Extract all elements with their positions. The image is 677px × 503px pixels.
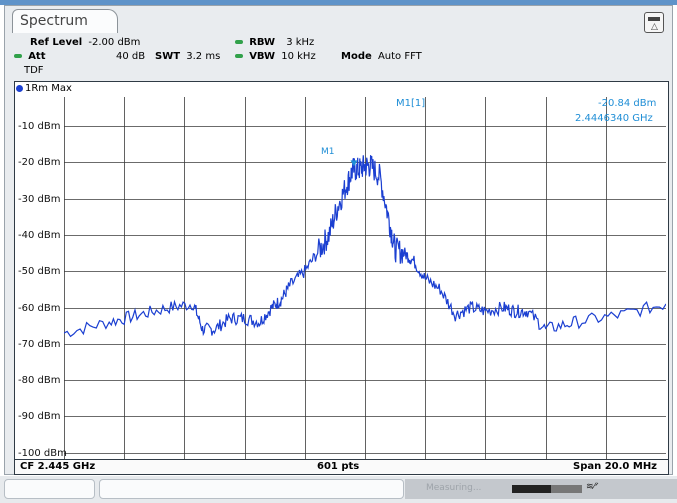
att-row: Att	[14, 51, 46, 63]
center-frequency: CF 2.445 GHz	[20, 461, 96, 472]
y-tick-label: -100 dBm	[18, 447, 67, 459]
mode-label: Mode	[341, 51, 372, 62]
vbw-row: VBW 10 kHz	[235, 51, 316, 63]
y-tick-label: -70 dBm	[18, 338, 61, 350]
marker-level: -20.84 dBm	[598, 98, 657, 109]
tdf-label: TDF	[24, 65, 44, 76]
y-tick-label: -30 dBm	[18, 193, 61, 205]
marker-name: M1[1]	[396, 98, 426, 109]
vbw-label: VBW	[249, 51, 276, 62]
mode-row: Mode Auto FFT	[341, 51, 422, 63]
swt-row: SWT 3.2 ms	[155, 51, 220, 63]
y-tick-label: -50 dBm	[18, 266, 61, 278]
marker-frequency: 2.4446340 GHz	[575, 113, 653, 124]
trace-legend-label: 1Rm Max	[25, 83, 72, 94]
status-field-main[interactable]	[99, 479, 404, 499]
settings-bar-glyph	[648, 17, 660, 21]
frequency-footer: CF 2.445 GHz 601 pts Span 20.0 MHz	[14, 460, 669, 475]
sweep-progress-bar	[512, 485, 582, 493]
trace-color-dot	[16, 84, 23, 92]
grid-lines	[64, 97, 666, 460]
y-tick-label: -40 dBm	[18, 229, 61, 241]
rbw-row: RBW 3 kHz	[235, 37, 314, 49]
window-top-accent	[0, 0, 677, 5]
y-tick-label: -20 dBm	[18, 157, 61, 169]
span-value: Span 20.0 MHz	[573, 461, 658, 472]
att-value: 40 dB	[116, 51, 146, 62]
att-coupled-indicator	[14, 54, 22, 58]
rbw-coupled-indicator	[235, 40, 243, 44]
settings-triangle-glyph: △	[651, 22, 658, 32]
marker-triangle	[350, 160, 358, 167]
progress-fill	[512, 485, 551, 493]
spectrum-activity-icon: ≋⁄ᐟ	[586, 482, 599, 492]
spectrum-plot-area[interactable]	[14, 81, 669, 460]
swt-label: SWT	[155, 51, 181, 62]
vbw-value: 10 kHz	[281, 51, 316, 62]
y-tick-label: -60 dBm	[18, 302, 61, 314]
swt-value: 3.2 ms	[186, 51, 221, 62]
ref-level-value: -2.00 dBm	[88, 37, 141, 48]
vbw-coupled-indicator	[235, 54, 243, 58]
y-tick-label: -10 dBm	[18, 121, 61, 133]
y-tick-label: -90 dBm	[18, 411, 61, 423]
marker-tag: M1	[321, 147, 335, 157]
trace-line	[64, 155, 666, 338]
status-field-left[interactable]	[4, 479, 95, 499]
spectrum-grid	[64, 97, 666, 460]
ref-level-label: Ref Level	[30, 37, 83, 48]
trace-legend: 1Rm Max	[16, 83, 72, 95]
tab-spectrum[interactable]: Spectrum	[12, 9, 118, 33]
mode-value: Auto FFT	[377, 51, 422, 62]
rbw-value: 3 kHz	[286, 37, 315, 48]
rbw-label: RBW	[249, 37, 275, 48]
status-bar: Measuring... ≋⁄ᐟ	[0, 476, 677, 503]
y-tick-label: -80 dBm	[18, 375, 61, 387]
att-label: Att	[28, 51, 46, 62]
sweep-points: 601 pts	[317, 461, 360, 472]
display-settings-icon[interactable]: △	[644, 12, 664, 33]
status-message: Measuring...	[426, 483, 482, 493]
ref-level-row: Ref Level -2.00 dBm	[30, 37, 140, 49]
